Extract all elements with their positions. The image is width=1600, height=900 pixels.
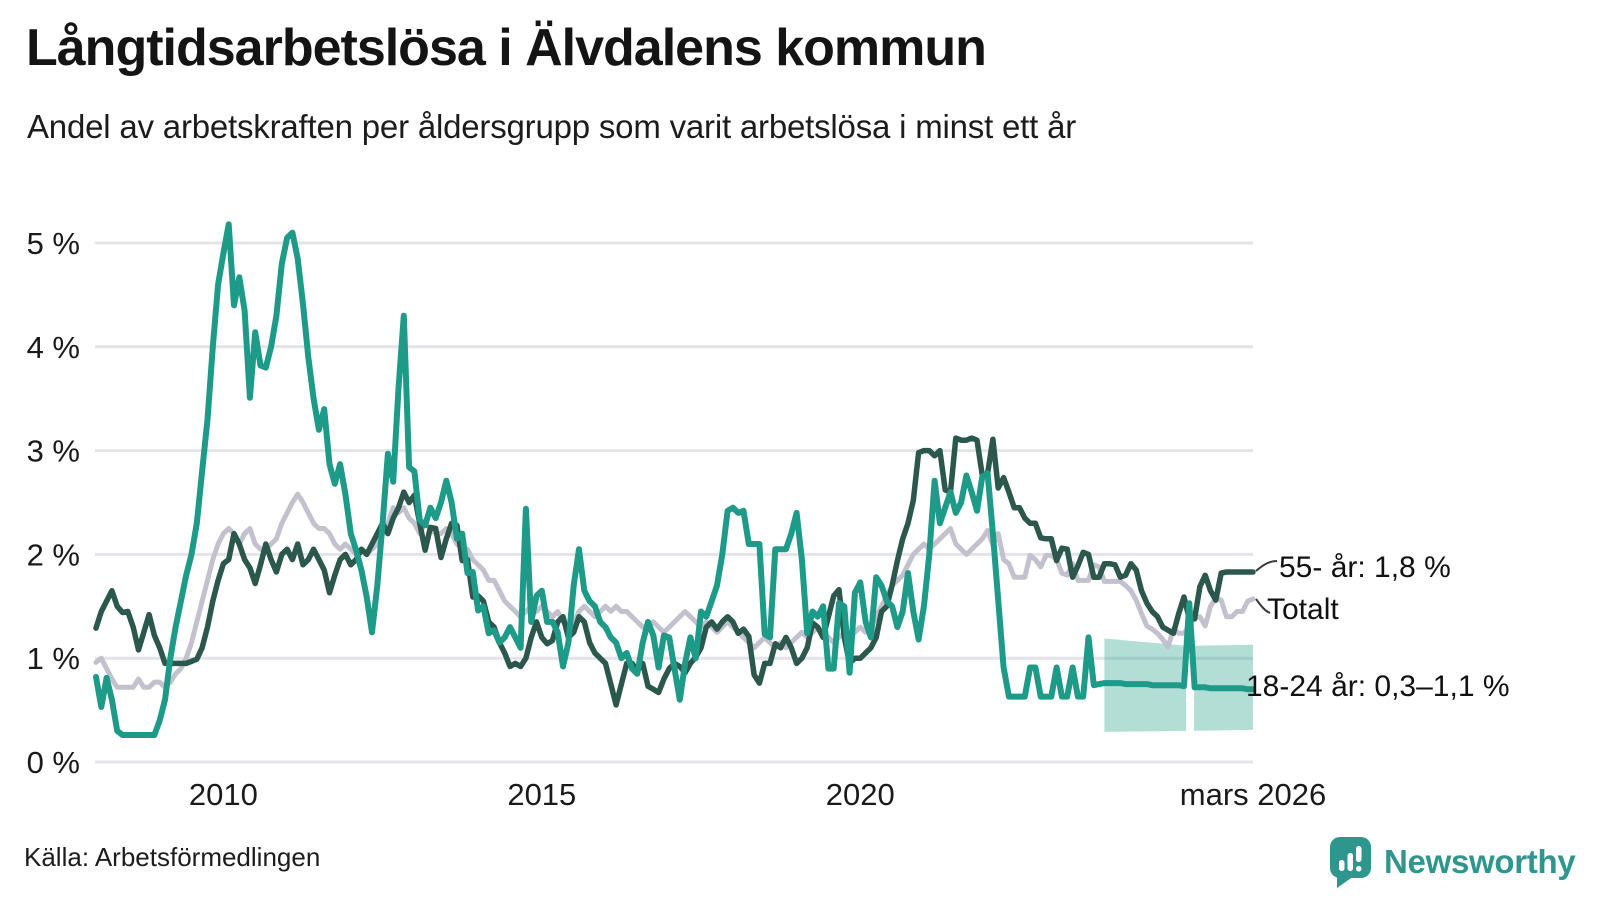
page-subtitle: Andel av arbetskraften per åldersgrupp s…	[27, 108, 1077, 145]
label-connector-totalt	[1255, 598, 1271, 614]
y-axis-label: 4 %	[27, 330, 80, 365]
y-axis-label: 1 %	[27, 641, 80, 676]
x-axis-label: mars 2026	[1180, 777, 1326, 812]
source-note: Källa: Arbetsförmedlingen	[24, 842, 321, 872]
newsworthy-wordmark: Newsworthy	[1384, 843, 1576, 880]
y-axis-label: 5 %	[27, 226, 80, 261]
newsworthy-bubble-chart-icon	[1330, 837, 1371, 888]
y-axis-label: 2 %	[27, 537, 80, 572]
page-title: Långtidsarbetslösa i Älvdalens kommun	[26, 19, 987, 77]
series-label-totalt: Totalt	[1267, 593, 1339, 626]
newsworthy-logo: Newsworthy	[1328, 835, 1576, 889]
x-axis-label: 2020	[826, 777, 895, 812]
y-axis-label: 0 %	[27, 745, 80, 780]
x-axis-label: 2010	[189, 777, 258, 812]
series-line-totalt	[93, 491, 1256, 690]
series-label-55: 55- år: 1,8 %	[1279, 551, 1451, 584]
series-line-18-24	[93, 221, 1256, 738]
series-label-18-24: 18-24 år: 0,3–1,1 %	[1246, 670, 1510, 703]
x-axis-label: 2015	[507, 777, 576, 812]
label-connector-55	[1255, 560, 1278, 572]
y-axis-label: 3 %	[27, 434, 80, 469]
